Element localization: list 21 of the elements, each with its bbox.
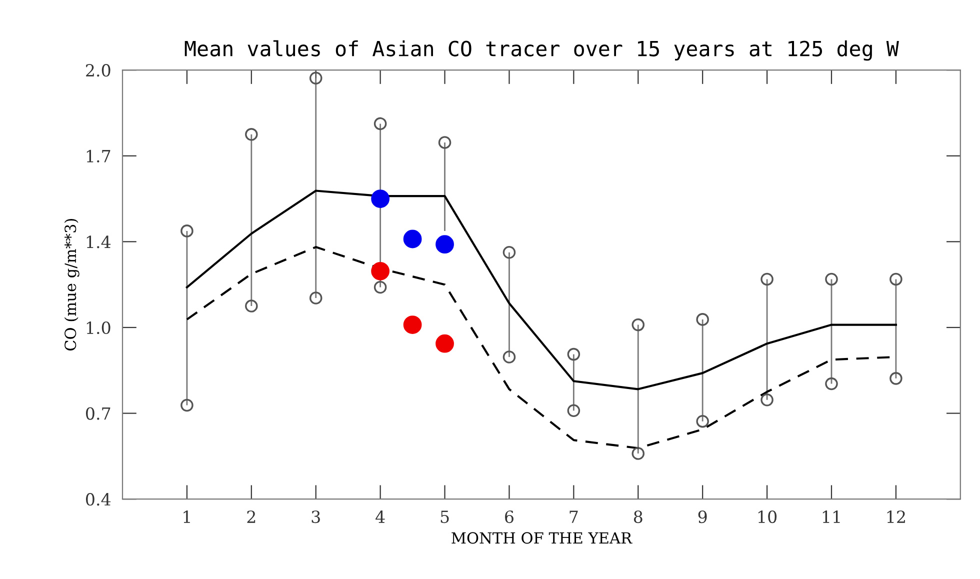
x-tick-label: 8 [634,510,642,524]
x-tick-label: 12 [887,510,905,523]
y-tick-label: 0.7 [86,407,110,420]
x-tick-label: 11 [822,510,840,523]
x-tick-label: 3 [312,510,320,524]
y-tick-label: 1.7 [86,150,110,162]
x-tick-label: 1 [184,510,190,523]
x-tick-label: 9 [698,510,707,524]
x-tick-label: 4 [376,510,385,523]
x-tick-label: 10 [758,510,777,524]
chart-title: Mean values of Asian CO tracer over 15 years at 125 deg W [184,40,899,61]
x-tick-label: 6 [505,510,514,524]
y-tick-label: 1.0 [86,321,110,334]
x-tick-label: 7 [570,510,578,523]
y-tick-label: 0.4 [86,493,111,506]
y-tick-label: 2.0 [86,64,110,77]
y-axis-title: CO (mue g/m**3) [64,218,80,351]
x-tick-label: 2 [247,510,256,523]
y-tick-label: 1.4 [86,236,111,248]
x-tick-label: 5 [440,510,449,524]
x-axis-title: MONTH OF THE YEAR [452,532,632,544]
